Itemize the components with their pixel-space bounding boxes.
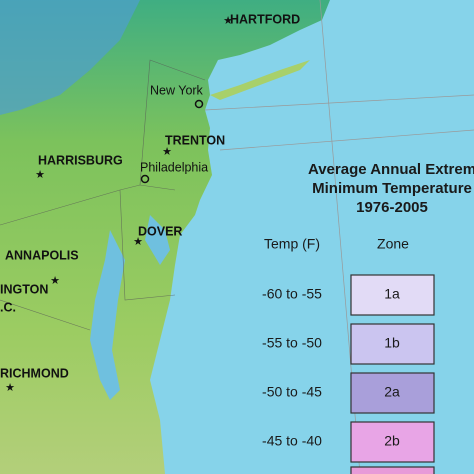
legend-title: Minimum Temperature xyxy=(312,180,472,197)
legend-title: Average Annual Extrem xyxy=(308,161,474,178)
svg-text:★: ★ xyxy=(223,15,233,27)
chesapeake-bay xyxy=(90,230,125,400)
city-label: HARRISBURG xyxy=(38,153,123,167)
svg-text:★: ★ xyxy=(162,146,172,158)
temp-range: -50 to -45 xyxy=(262,384,322,400)
city-label: New York xyxy=(150,83,204,97)
zone-label: 1b xyxy=(384,335,400,351)
long-island xyxy=(210,60,310,100)
svg-text:★: ★ xyxy=(35,169,45,181)
borders xyxy=(0,59,206,331)
temp-range: -45 to -40 xyxy=(262,433,322,449)
city-label: INGTON xyxy=(0,282,48,296)
zone-swatch xyxy=(350,323,435,365)
city-label: HARTFORD xyxy=(230,12,300,26)
zone-swatch xyxy=(350,372,435,414)
svg-text:★: ★ xyxy=(5,382,15,394)
legend-title: 1976-2005 xyxy=(356,199,428,216)
city-label: ANNAPOLIS xyxy=(5,248,79,262)
column-header: Zone xyxy=(377,236,409,252)
delaware-bay xyxy=(145,215,170,265)
zone-swatch xyxy=(350,274,435,316)
temp-range: -60 to -55 xyxy=(262,286,322,302)
zone-swatch xyxy=(350,466,435,474)
city-markers: ★ ★ ★ ★ ★ ★ xyxy=(5,15,233,394)
zone-label: 2a xyxy=(384,384,400,400)
zone-label: 2b xyxy=(384,433,400,449)
city-label: Philadelphia xyxy=(140,160,208,174)
svg-text:★: ★ xyxy=(50,275,60,287)
temp-range: -55 to -50 xyxy=(262,335,322,351)
legend: Average Annual Extrem Minimum Temperature… xyxy=(262,161,474,474)
zone-swatch xyxy=(350,421,435,463)
city-label: .C. xyxy=(0,300,16,314)
zone-label: 1a xyxy=(384,286,400,302)
cold-region xyxy=(0,0,140,115)
city-label: DOVER xyxy=(138,224,182,238)
city-label: RICHMOND xyxy=(0,366,69,380)
svg-text:★: ★ xyxy=(133,236,143,248)
column-header: Temp (F) xyxy=(264,236,320,252)
city-label: TRENTON xyxy=(165,133,225,147)
